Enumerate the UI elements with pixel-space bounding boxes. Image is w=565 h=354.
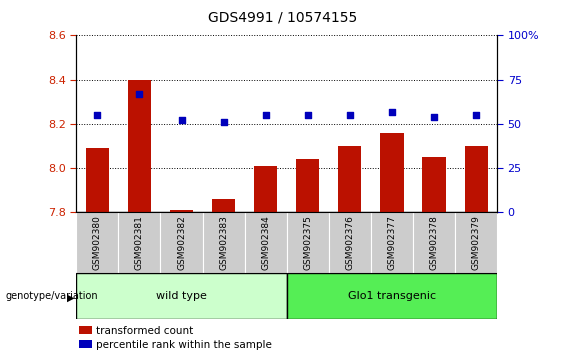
Bar [79,340,92,348]
Point [303,112,312,118]
Bar [119,212,160,273]
Bar [380,133,403,212]
Bar [128,80,151,212]
Text: GSM902383: GSM902383 [219,215,228,270]
Text: GSM902379: GSM902379 [472,215,481,270]
Bar [287,212,329,273]
Point [93,112,102,118]
Point [177,118,186,123]
Point [472,112,481,118]
Text: GDS4991 / 10574155: GDS4991 / 10574155 [208,11,357,25]
Text: genotype/variation: genotype/variation [6,291,98,301]
Bar [338,146,362,212]
Point [345,112,354,118]
Bar [464,146,488,212]
Bar [212,199,235,212]
Text: GSM902380: GSM902380 [93,215,102,270]
Bar [245,212,287,273]
Bar [160,212,202,273]
Bar [76,273,287,319]
Point [135,91,144,97]
Bar [287,273,497,319]
Text: GSM902375: GSM902375 [303,215,312,270]
Text: GSM902378: GSM902378 [429,215,438,270]
Text: ▶: ▶ [67,292,74,302]
Bar [329,212,371,273]
Bar [202,212,245,273]
Bar [423,157,446,212]
Bar [79,326,92,334]
Point [219,119,228,125]
Point [429,114,438,120]
Bar [371,212,413,273]
Bar [254,166,277,212]
Text: wild type: wild type [156,291,207,301]
Bar [455,212,497,273]
Text: transformed count: transformed count [96,326,193,336]
Text: GSM902377: GSM902377 [388,215,397,270]
Bar [296,159,319,212]
Text: GSM902382: GSM902382 [177,215,186,270]
Bar [86,148,109,212]
Bar [76,212,119,273]
Text: Glo1 transgenic: Glo1 transgenic [348,291,436,301]
Text: GSM902384: GSM902384 [261,215,270,270]
Bar [170,210,193,212]
Bar [413,212,455,273]
Point [388,109,397,114]
Point [261,112,270,118]
Text: GSM902381: GSM902381 [135,215,144,270]
Text: GSM902376: GSM902376 [345,215,354,270]
Text: percentile rank within the sample: percentile rank within the sample [96,340,272,350]
